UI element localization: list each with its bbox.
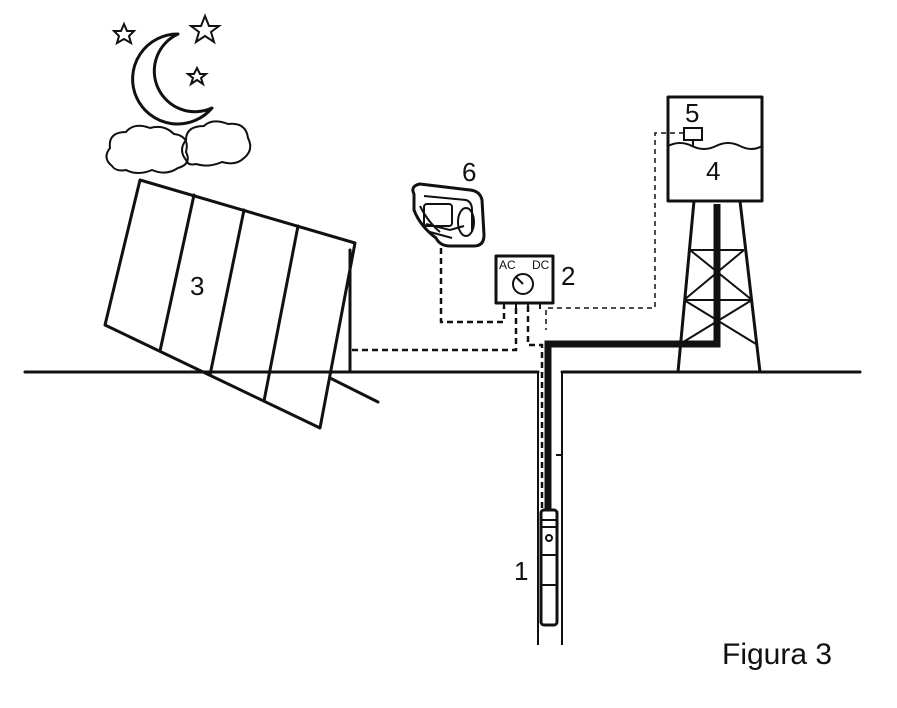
label-pump: 1 xyxy=(514,556,528,586)
star-icon xyxy=(188,13,222,45)
solar-panel xyxy=(103,178,380,430)
figure-caption: Figura 3 xyxy=(722,638,832,671)
star-icon xyxy=(185,65,209,87)
label-water-tank: 4 xyxy=(706,156,720,186)
wiring-dashed xyxy=(352,132,684,512)
generator-icon xyxy=(411,182,486,248)
submersible-pump xyxy=(539,508,559,627)
label-solar-panel: 3 xyxy=(190,271,204,301)
star-icon xyxy=(111,21,137,46)
controller-dc-label: DC xyxy=(532,258,550,272)
water-tower xyxy=(666,95,764,374)
level-switch xyxy=(683,127,703,146)
water-pipe xyxy=(544,204,721,510)
well-borehole xyxy=(537,372,563,645)
label-level-switch: 5 xyxy=(685,98,699,128)
moon-icon xyxy=(131,32,214,126)
controller-ac-label: AC xyxy=(499,258,516,272)
label-generator: 6 xyxy=(462,157,476,187)
label-controller: 2 xyxy=(561,261,575,291)
cloud-icon xyxy=(105,120,252,174)
